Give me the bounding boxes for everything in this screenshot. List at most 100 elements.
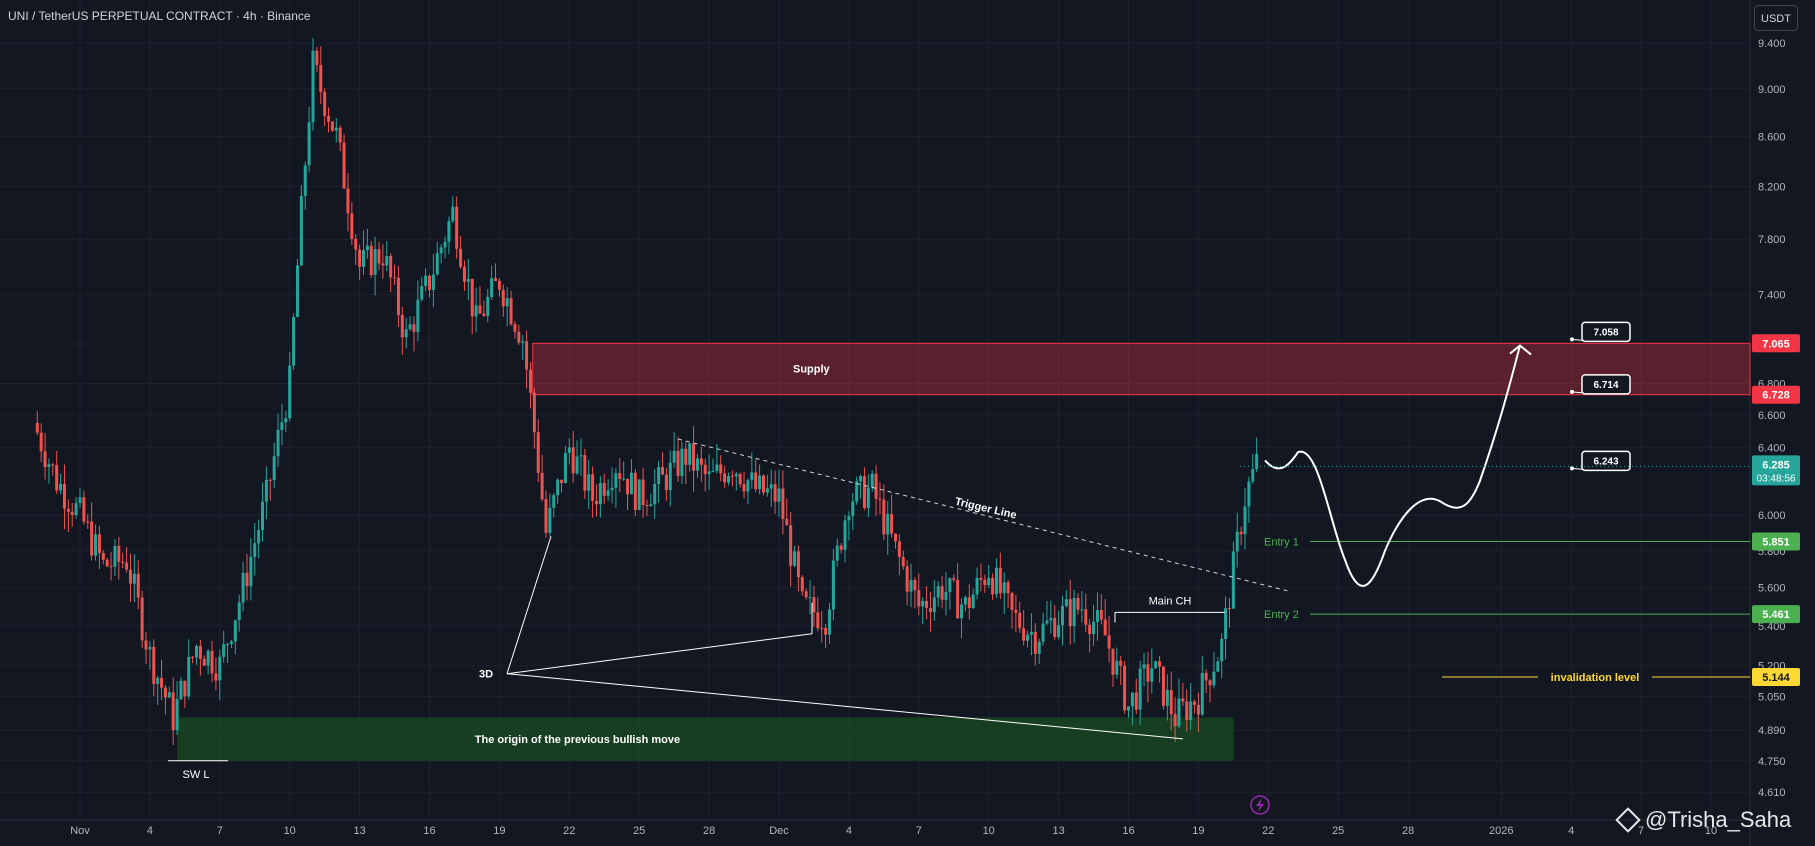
candle-body bbox=[412, 324, 416, 332]
candle-body bbox=[540, 472, 544, 500]
candle-body bbox=[1022, 628, 1026, 641]
candle-body bbox=[594, 500, 598, 505]
y-tick-label: 6.600 bbox=[1758, 410, 1786, 422]
candle-body bbox=[637, 479, 641, 510]
candle-body bbox=[692, 443, 696, 471]
candle-body bbox=[62, 484, 66, 509]
candle-body bbox=[288, 365, 292, 419]
candle-body bbox=[35, 422, 39, 433]
candle-body bbox=[657, 467, 661, 484]
candle-body bbox=[579, 455, 583, 457]
candle-body bbox=[847, 516, 851, 521]
candle-body bbox=[703, 464, 707, 475]
candle-body bbox=[1018, 612, 1022, 629]
candle-body bbox=[668, 462, 672, 491]
x-tick-label: 7 bbox=[217, 825, 223, 837]
candle-body bbox=[51, 464, 55, 466]
candle-body bbox=[361, 250, 365, 267]
candle-body bbox=[494, 278, 498, 281]
candle-body bbox=[1169, 689, 1173, 715]
candle-body bbox=[629, 472, 633, 495]
target-callout-box bbox=[1581, 374, 1631, 395]
y-tick-label: 4.750 bbox=[1758, 756, 1786, 768]
target-point bbox=[1570, 337, 1574, 342]
candle-body bbox=[952, 578, 956, 580]
candle-body bbox=[43, 451, 47, 467]
candle-body bbox=[800, 577, 804, 592]
candle-body bbox=[1123, 665, 1127, 711]
candle-body bbox=[505, 298, 509, 307]
x-tick-label: 19 bbox=[493, 825, 505, 837]
candle-body bbox=[1014, 609, 1018, 613]
candle-body bbox=[1033, 631, 1037, 654]
candle-body bbox=[156, 677, 160, 684]
candle-body bbox=[1029, 631, 1033, 635]
candle-body bbox=[128, 569, 132, 584]
candle-body bbox=[292, 316, 296, 366]
candle-body bbox=[470, 278, 474, 317]
candle-body bbox=[117, 545, 121, 562]
y-tick-label: 9.000 bbox=[1758, 84, 1786, 96]
candle-body bbox=[707, 471, 711, 475]
candle-body bbox=[575, 456, 579, 474]
y-tick-label: 4.890 bbox=[1758, 725, 1786, 737]
currency-button[interactable]: USDT bbox=[1754, 5, 1798, 31]
candle-body bbox=[804, 591, 808, 598]
candle-body bbox=[393, 277, 397, 279]
candle-body bbox=[66, 508, 70, 512]
candle-body bbox=[74, 502, 78, 515]
candle-body bbox=[812, 597, 816, 613]
candle-body bbox=[334, 127, 338, 131]
bar-countdown-label: 03:48:56 bbox=[1757, 473, 1796, 484]
y-tick-label: 5.400 bbox=[1758, 621, 1786, 633]
y-tick-label: 5.050 bbox=[1758, 691, 1786, 703]
candle-body bbox=[319, 65, 323, 92]
candle-body bbox=[835, 545, 839, 561]
candle-body bbox=[998, 567, 1002, 594]
candle-body bbox=[882, 499, 886, 535]
candle-body bbox=[1196, 704, 1200, 715]
candle-body bbox=[878, 498, 882, 500]
candle-body bbox=[971, 594, 975, 609]
candle-body bbox=[109, 566, 113, 568]
demand-zone-label: The origin of the previous bullish move bbox=[475, 734, 680, 746]
candle-body bbox=[459, 248, 463, 267]
candle-body bbox=[661, 467, 664, 475]
candle-body bbox=[1239, 531, 1243, 535]
candle-body bbox=[785, 518, 789, 526]
candle-body bbox=[125, 562, 129, 570]
candle-body bbox=[532, 392, 536, 433]
entry-level-label: Entry 2 bbox=[1264, 609, 1299, 621]
candle-body bbox=[758, 475, 762, 490]
candle-body bbox=[86, 521, 90, 523]
candle-body bbox=[140, 597, 144, 641]
candle-body bbox=[1095, 610, 1099, 622]
candle-body bbox=[1026, 634, 1030, 641]
candle-body bbox=[932, 597, 936, 612]
candle-body bbox=[874, 473, 878, 499]
candle-body bbox=[1255, 453, 1259, 470]
candle-body bbox=[901, 556, 905, 567]
candle-body bbox=[956, 579, 960, 619]
candle-body bbox=[1243, 506, 1247, 535]
candle-body bbox=[416, 299, 420, 332]
candle-body bbox=[311, 50, 315, 123]
candle-body bbox=[1181, 698, 1185, 702]
candle-body bbox=[967, 597, 971, 609]
candle-body bbox=[342, 142, 346, 189]
candle-body bbox=[1177, 698, 1181, 727]
candle-body bbox=[680, 448, 684, 476]
candle-body bbox=[730, 476, 734, 478]
lightning-icon[interactable] bbox=[1250, 795, 1270, 815]
candle-body bbox=[808, 597, 812, 599]
candle-body bbox=[210, 650, 214, 674]
y-tick-label: 8.200 bbox=[1758, 182, 1786, 194]
x-tick-label: Dec bbox=[769, 825, 789, 837]
x-tick-label: 13 bbox=[353, 825, 365, 837]
demand-zone bbox=[177, 717, 1234, 761]
candle-body bbox=[913, 580, 917, 591]
candle-body bbox=[1216, 661, 1220, 672]
axis-price-badge-label: 6.728 bbox=[1762, 390, 1790, 402]
